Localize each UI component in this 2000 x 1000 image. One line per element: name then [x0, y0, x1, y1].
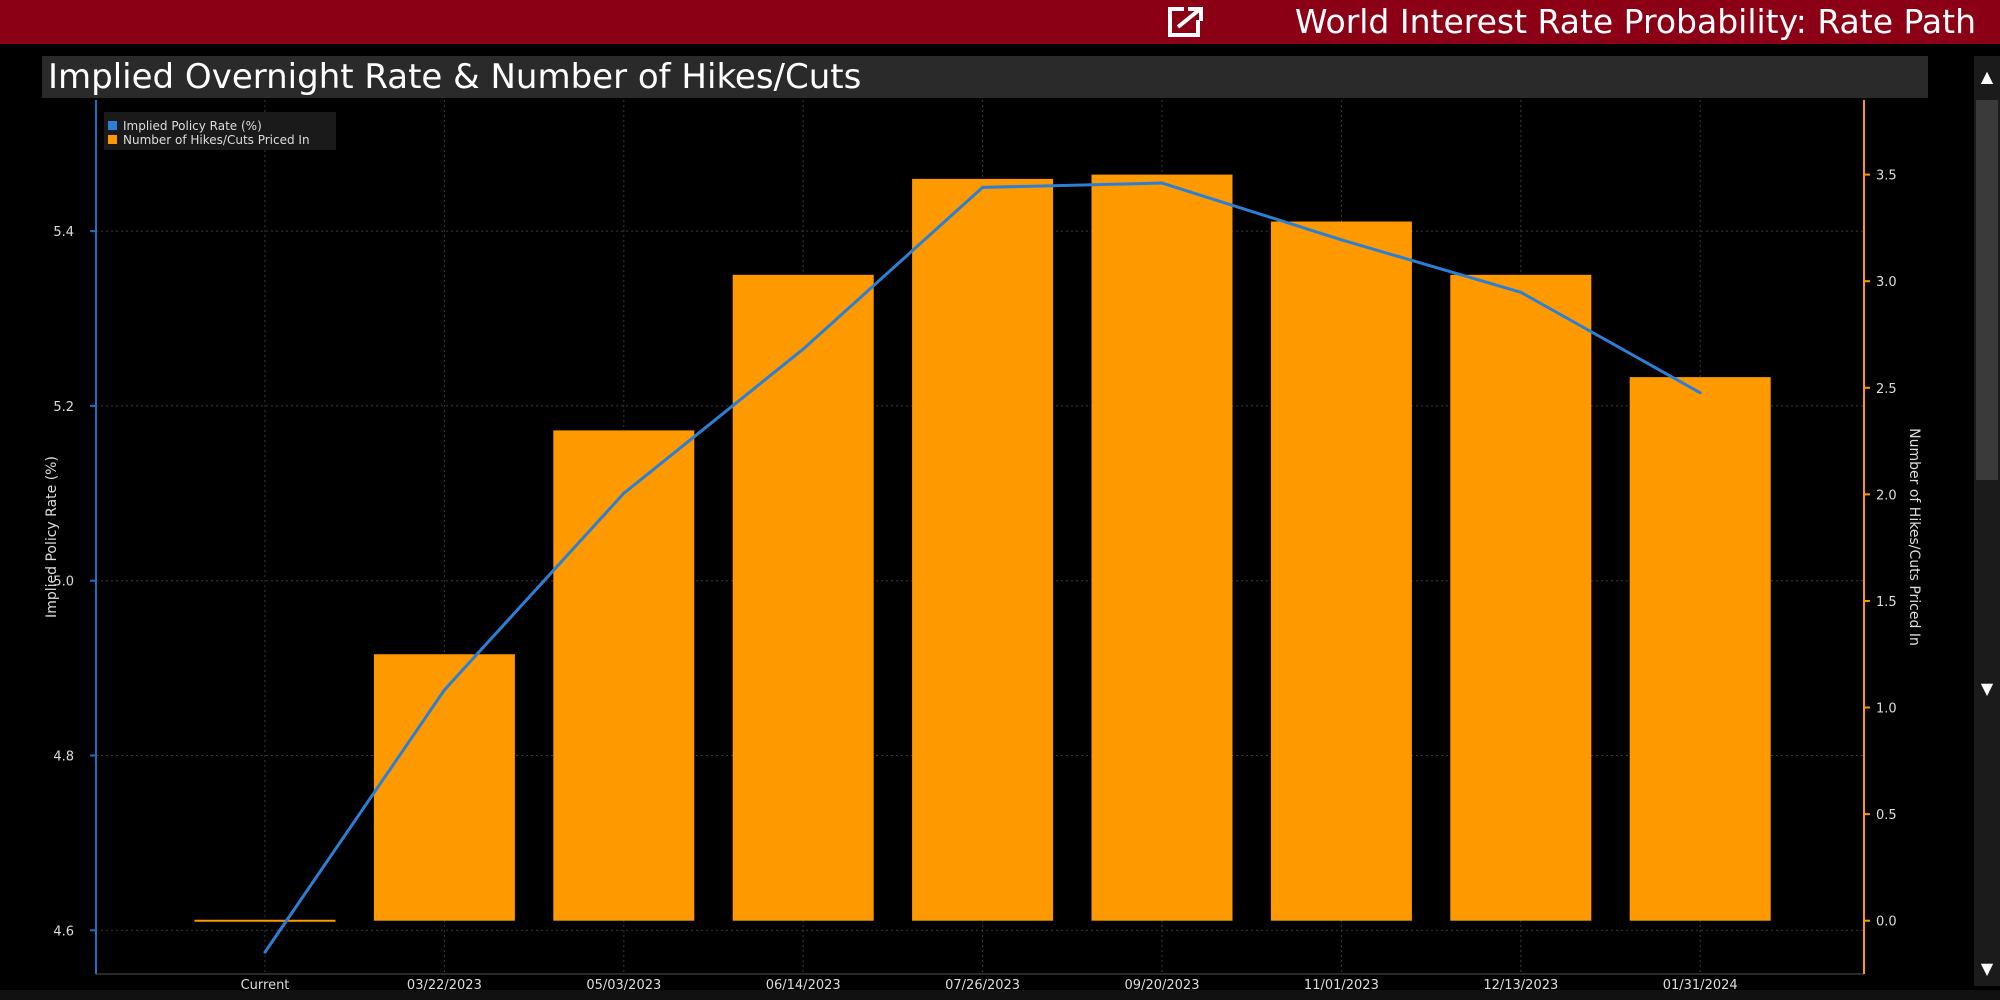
bar	[373, 654, 515, 921]
bar	[912, 178, 1054, 921]
bar	[1450, 274, 1592, 921]
line-point	[1160, 181, 1164, 185]
y2-tick-label: 3.0	[1876, 275, 1897, 290]
line-point	[801, 347, 805, 351]
x-tick-label: 06/14/2023	[766, 978, 841, 990]
x-tick-label: Current	[241, 978, 290, 990]
scrollbar[interactable]: ▲ ▼ ▼	[1974, 56, 2000, 986]
y2-tick-label: 3.5	[1876, 169, 1897, 184]
chart-title-bar: Implied Overnight Rate & Number of Hikes…	[42, 56, 1928, 98]
y2-tick-label: 2.0	[1876, 488, 1897, 503]
legend-label: Implied Policy Rate (%)	[123, 119, 262, 133]
y-tick-label: 5.0	[53, 575, 74, 590]
y2-tick-label: 0.5	[1876, 808, 1897, 823]
y2-tick-label: 0.0	[1876, 915, 1897, 930]
y2-tick-label: 1.0	[1876, 702, 1897, 717]
y-tick-label: 5.4	[53, 225, 74, 240]
x-tick-label: 09/20/2023	[1125, 978, 1200, 990]
line-point	[981, 185, 985, 189]
legend-swatch-bar	[108, 135, 117, 144]
header-bar: World Interest Rate Probability: Rate Pa…	[0, 0, 2000, 44]
x-tick-label: 12/13/2023	[1483, 978, 1558, 990]
export-icon[interactable]	[1166, 6, 1206, 38]
line-point	[442, 688, 446, 692]
bar	[553, 430, 695, 921]
line-point	[1339, 238, 1343, 242]
x-tick-label: 11/01/2023	[1304, 978, 1379, 990]
arrow-up-icon[interactable]: ▲	[1980, 67, 1994, 86]
bar	[1091, 174, 1233, 921]
x-tick-label: 01/31/2024	[1663, 978, 1738, 990]
y-tick-label: 4.8	[53, 750, 74, 765]
line-point	[263, 950, 267, 954]
legend-box	[104, 112, 336, 150]
bar	[732, 274, 874, 921]
app-title: World Interest Rate Probability: Rate Pa…	[1294, 2, 1976, 41]
x-tick-label: 07/26/2023	[945, 978, 1020, 990]
bar	[1270, 221, 1412, 921]
chart-title: Implied Overnight Rate & Number of Hikes…	[48, 57, 862, 97]
status-strip	[0, 990, 2000, 1000]
line-point	[622, 491, 626, 495]
x-tick-label: 05/03/2023	[586, 978, 661, 990]
y-tick-label: 5.2	[53, 400, 74, 415]
legend-label: Number of Hikes/Cuts Priced In	[123, 133, 310, 147]
y-axis-title: Implied Policy Rate (%)	[44, 456, 60, 618]
y2-axis-title: Number of Hikes/Cuts Priced In	[1906, 428, 1922, 646]
legend-swatch-line	[108, 121, 117, 130]
y-tick-label: 4.6	[53, 924, 74, 939]
line-point	[1519, 290, 1523, 294]
arrow-down-icon[interactable]: ▼	[1980, 679, 1994, 698]
arrow-down-icon[interactable]: ▼	[1980, 959, 1994, 978]
x-tick-label: 03/22/2023	[407, 978, 482, 990]
chart-area: 4.6 4.8 5.0 5.2 5.4 0.0 0.5 1.0 1.5 2.0 2.5 3.0 3.5 C…	[44, 100, 1922, 990]
scrollbar-thumb[interactable]	[1976, 100, 1998, 480]
y2-tick-label: 2.5	[1876, 382, 1897, 397]
bar	[1629, 377, 1771, 921]
line-point	[1698, 391, 1702, 395]
y2-tick-label: 1.5	[1876, 595, 1897, 610]
